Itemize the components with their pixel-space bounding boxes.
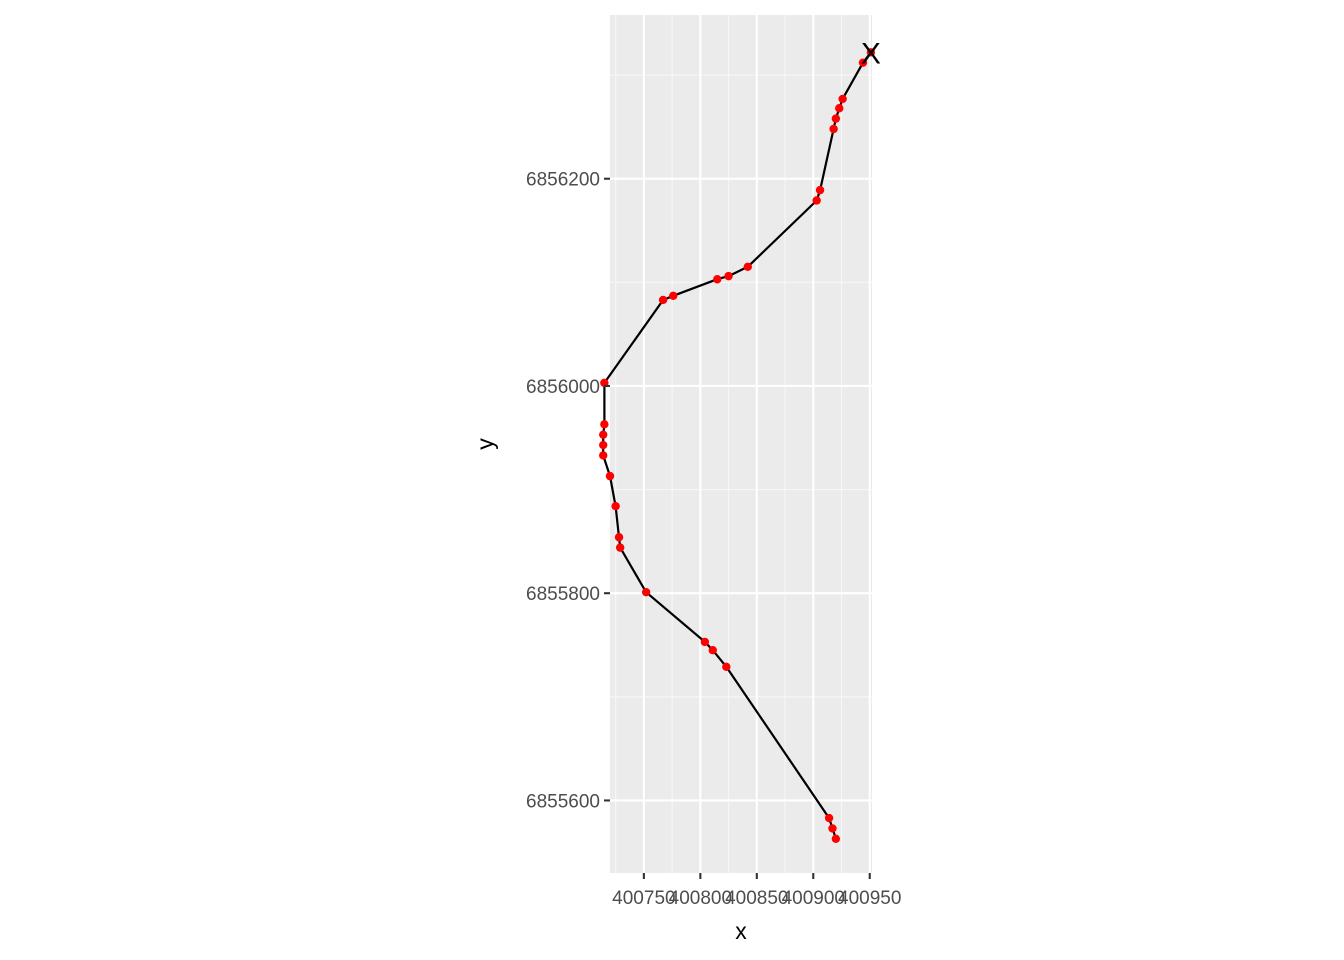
y-tick-label: 6855800 (526, 584, 600, 605)
y-tick-label: 6856000 (526, 377, 600, 398)
route-point (838, 94, 847, 104)
route-point (866, 48, 876, 57)
panel-background (610, 15, 872, 873)
x-tick-label: 400750 (612, 888, 675, 909)
route-point (722, 662, 731, 671)
route-point (858, 58, 868, 67)
route-points (599, 48, 876, 844)
route-point (700, 637, 710, 647)
route-point (743, 262, 752, 272)
end-marker-label: X (861, 37, 881, 70)
route-point (824, 813, 834, 823)
route-point (614, 533, 624, 542)
route-point (812, 196, 821, 205)
route-point (599, 430, 608, 439)
route-point (724, 271, 733, 281)
route-point (599, 451, 608, 460)
x-axis-title: x (735, 918, 747, 944)
route-point (611, 501, 620, 511)
x-tick-label: 400900 (782, 888, 845, 909)
y-axis: 6855600 6855800 6856000 6856200 (526, 170, 610, 812)
route-point (615, 543, 625, 552)
y-tick-label: 6855600 (526, 791, 600, 812)
route-point (669, 291, 678, 301)
end-marker: X (861, 37, 881, 70)
x-tick-label: 400950 (838, 888, 901, 909)
route-point (600, 420, 609, 429)
route-point (708, 646, 717, 655)
route-point (658, 295, 668, 305)
route-point (831, 114, 841, 123)
route-point (828, 824, 837, 833)
route-point (599, 440, 608, 450)
y-tick-label: 6856200 (526, 170, 600, 191)
route-point (713, 275, 722, 284)
y-axis-title: y (472, 438, 498, 450)
x-tick-label: 400850 (725, 888, 788, 909)
route-point (835, 104, 844, 113)
x-tick-label: 400800 (669, 888, 732, 909)
route-point (831, 834, 841, 844)
route-point (829, 124, 838, 134)
route-point (815, 185, 825, 195)
route-point (641, 587, 651, 597)
route-point (605, 471, 615, 481)
minor-gridlines (610, 15, 872, 873)
major-gridlines (610, 15, 872, 873)
